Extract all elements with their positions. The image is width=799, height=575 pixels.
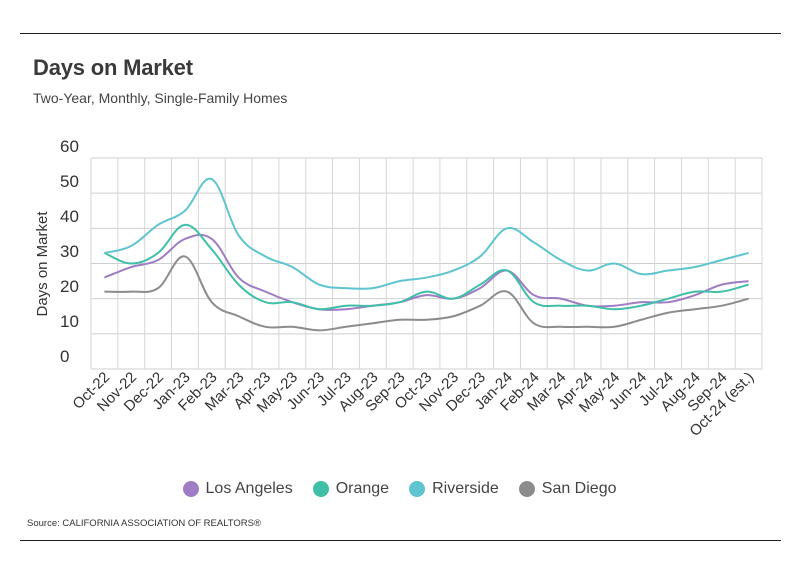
legend-swatch <box>409 481 426 497</box>
legend-swatch <box>182 481 199 497</box>
grid <box>90 157 763 370</box>
series-line-orange <box>104 223 749 311</box>
y-tick-label: 0 <box>60 347 69 366</box>
top-rule <box>20 33 781 34</box>
legend-item[interactable]: Orange <box>312 480 390 498</box>
y-tick-label: 10 <box>60 312 79 331</box>
y-tick-label: 20 <box>60 277 79 296</box>
legend-item[interactable]: San Diego <box>518 480 617 498</box>
legend-label: Los Angeles <box>205 480 293 497</box>
series-line-los-angeles <box>104 233 749 311</box>
legend-swatch <box>312 481 329 497</box>
series-line-riverside <box>104 177 749 290</box>
legend-swatch <box>518 481 535 497</box>
chart-subtitle: Two-Year, Monthly, Single-Family Homes <box>33 90 288 106</box>
y-axis-ticks: 0 10 20 30 40 50 60 <box>60 137 79 366</box>
legend-label: San Diego <box>541 480 617 497</box>
legend-label: Riverside <box>432 480 499 497</box>
legend-item[interactable]: Riverside <box>409 480 499 498</box>
y-tick-label: 30 <box>60 242 79 261</box>
y-tick-label: 60 <box>60 137 79 156</box>
source-note: Source: CALIFORNIA ASSOCIATION OF REALTO… <box>27 518 262 529</box>
bottom-rule <box>20 540 781 541</box>
y-tick-label: 50 <box>60 172 79 191</box>
y-tick-label: 40 <box>60 207 79 226</box>
chart-title: Days on Market <box>33 55 193 80</box>
series-line-san-diego <box>104 255 749 332</box>
y-axis-label: Days on Market <box>34 211 51 317</box>
legend-item[interactable]: Los Angeles <box>182 480 293 498</box>
x-axis-ticks: Oct-22Nov-22Dec-22Jan-23Feb-23Mar-23Apr-… <box>69 369 757 440</box>
series-lines <box>104 177 749 332</box>
legend: Los Angeles Orange Riverside San Diego <box>0 480 799 498</box>
legend-label: Orange <box>335 480 390 497</box>
